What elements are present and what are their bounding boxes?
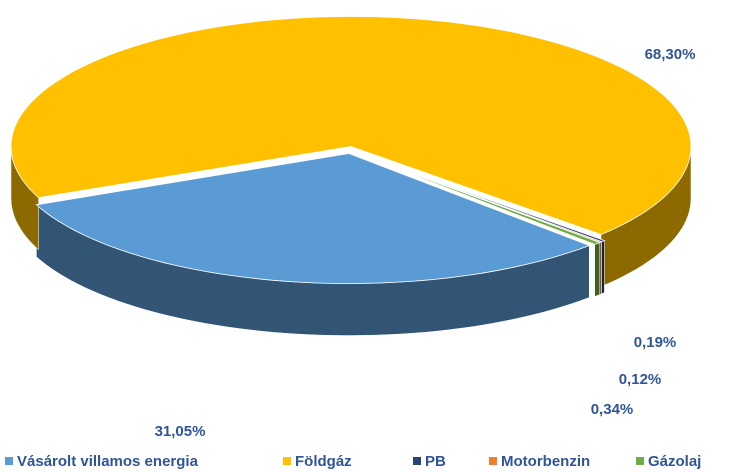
- legend-label: Gázolaj: [648, 453, 701, 470]
- slice: [35, 153, 591, 284]
- value-label: 0,12%: [619, 371, 662, 388]
- value-label: 68,30%: [645, 46, 696, 63]
- slice: [354, 152, 601, 245]
- legend-marker: [489, 457, 497, 465]
- legend-marker: [283, 457, 291, 465]
- value-label: 0,19%: [634, 334, 677, 351]
- value-label: 0,34%: [591, 401, 634, 418]
- slice-side: [594, 242, 601, 297]
- slice-side: [599, 241, 602, 295]
- legend-label: Motorbenzin: [501, 453, 590, 470]
- legend-label: PB: [425, 453, 446, 470]
- legend-marker: [636, 457, 644, 465]
- legend-label: Vásárolt villamos energia: [17, 453, 199, 470]
- legend-marker: [5, 457, 13, 465]
- legend-marker: [413, 457, 421, 465]
- slice: [10, 16, 692, 235]
- value-label: 31,05%: [155, 423, 206, 440]
- legend-label: Földgáz: [295, 453, 352, 470]
- slice-side: [601, 240, 605, 295]
